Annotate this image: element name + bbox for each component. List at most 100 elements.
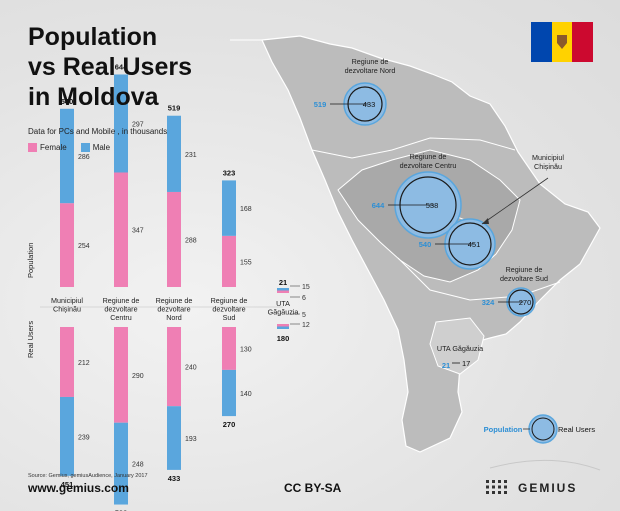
source-note: Source: Gemius, gemiusAudience, January … [28, 473, 148, 479]
real-users-male-value: 239 [78, 434, 90, 441]
chart-legend: Female Male [28, 143, 110, 153]
region-name: dezvoltare Nord [345, 66, 396, 75]
moldova-flag [531, 22, 594, 62]
population-value: 644 [372, 201, 385, 210]
region-name: Municipiul [532, 153, 564, 162]
region-gagauzia-shape [429, 317, 485, 375]
category-label: Regiune de [211, 296, 248, 305]
title-line: vs Real Users [28, 53, 193, 81]
region-name: Regiune de [410, 152, 447, 161]
population-value: 540 [419, 240, 432, 249]
bar-group-3: 323 270 155 168 130 140 Regiune dedezvoltareSu… [211, 168, 252, 429]
region-name: dezvoltare Sud [500, 274, 548, 283]
license-label: CC BY-SA [284, 481, 342, 495]
website-link[interactable]: www.gemius.com [28, 481, 129, 495]
region-name: UTA Găgăuzia [437, 344, 483, 353]
category-label: Nord [166, 313, 182, 322]
region-name: Regiune de [352, 57, 389, 66]
real-users-female-bar [60, 327, 74, 397]
real-users-female-value: 240 [185, 365, 197, 372]
population-total-label: 644 [115, 62, 128, 71]
title-line: in Moldova [28, 83, 159, 111]
real-users-male-bar [60, 396, 74, 476]
population-female-value: 254 [78, 243, 90, 250]
population-female-bar [222, 235, 236, 287]
real-users-male-value: 248 [132, 462, 144, 469]
population-male-value: 297 [132, 121, 144, 128]
bar-group-2: 519 433 288 231 240 193 Regiune dedezvoltareNo… [156, 104, 197, 483]
population-female-value: 347 [132, 228, 144, 235]
population-value: 21 [442, 361, 450, 370]
gemius-logo-icon [486, 480, 507, 494]
category-label: Găgăuzia [268, 308, 299, 317]
real-users-total-label: 270 [223, 420, 236, 429]
category-label: dezvoltare [212, 305, 245, 314]
population-male-value: 231 [185, 152, 197, 159]
real-users-female-bar [277, 324, 289, 327]
population-male-bar [277, 288, 289, 291]
real-users-male-value: 193 [185, 436, 197, 443]
title-line: Population [28, 23, 158, 51]
gagauzia-value: 5 [302, 312, 306, 319]
population-male-bar [114, 74, 128, 173]
category-label: Chișinău [53, 305, 81, 314]
real-users-male-bar [167, 406, 181, 470]
real-users-total-label: 451 [61, 480, 74, 489]
region-name: dezvoltare Centru [400, 161, 457, 170]
category-label: Regiune de [156, 296, 193, 305]
region-name: Chișinău [534, 162, 562, 171]
category-label: UTA [276, 299, 290, 308]
flag-emblem-icon [556, 35, 567, 49]
population-total-label: 323 [223, 168, 236, 177]
real-users-male-bar [277, 326, 289, 329]
population-female-bar [60, 203, 74, 287]
brand-name: GEMIUS [518, 481, 578, 495]
coastline [489, 459, 601, 471]
female-swatch [28, 143, 37, 153]
category-label: dezvoltare [104, 305, 137, 314]
gagauzia-value: 15 [302, 284, 310, 291]
real-users-male-bar [114, 422, 128, 505]
flag-stripe-yellow [551, 22, 573, 62]
population-female-value: 155 [240, 259, 252, 266]
real-users-value: 433 [363, 100, 376, 109]
population-total-label: 21 [279, 278, 287, 287]
leader-line [481, 177, 549, 225]
flag-stripe-blue [531, 22, 552, 62]
category-label: Regiune de [103, 296, 140, 305]
category-label: Centru [110, 313, 132, 322]
region-name: Regiune de [506, 265, 543, 274]
population-male-bar [167, 115, 181, 192]
legend-female: Female [28, 143, 67, 153]
population-female-bar [277, 290, 289, 293]
legend-real-users-label: Real Users [558, 425, 595, 434]
legend-population-label: Population [484, 425, 523, 434]
population-male-bar [60, 108, 74, 204]
population-male-bar [222, 180, 236, 236]
region-border [311, 137, 516, 159]
real-users-female-bar [114, 327, 128, 423]
page-title: Population vs Real Users in Moldova [28, 22, 228, 112]
real-users-male-value: 140 [240, 391, 252, 398]
real-users-total-label: 538 [115, 509, 128, 511]
region-border [397, 257, 561, 301]
bar-group-1: 644 538 347 297 290 248 Regiune dedezvoltareCe… [103, 62, 144, 511]
population-total-label: 519 [168, 104, 181, 113]
real-users-total-label: 180 [277, 334, 290, 343]
population-value: 519 [314, 100, 327, 109]
map-legend: Population Real Users [484, 414, 595, 444]
real-users-female-bar [222, 327, 236, 370]
real-users-female-value: 212 [78, 360, 90, 367]
flag-stripe-red [572, 22, 594, 62]
real-users-female-bar [167, 327, 181, 407]
gagauzia-value: 6 [302, 295, 306, 302]
